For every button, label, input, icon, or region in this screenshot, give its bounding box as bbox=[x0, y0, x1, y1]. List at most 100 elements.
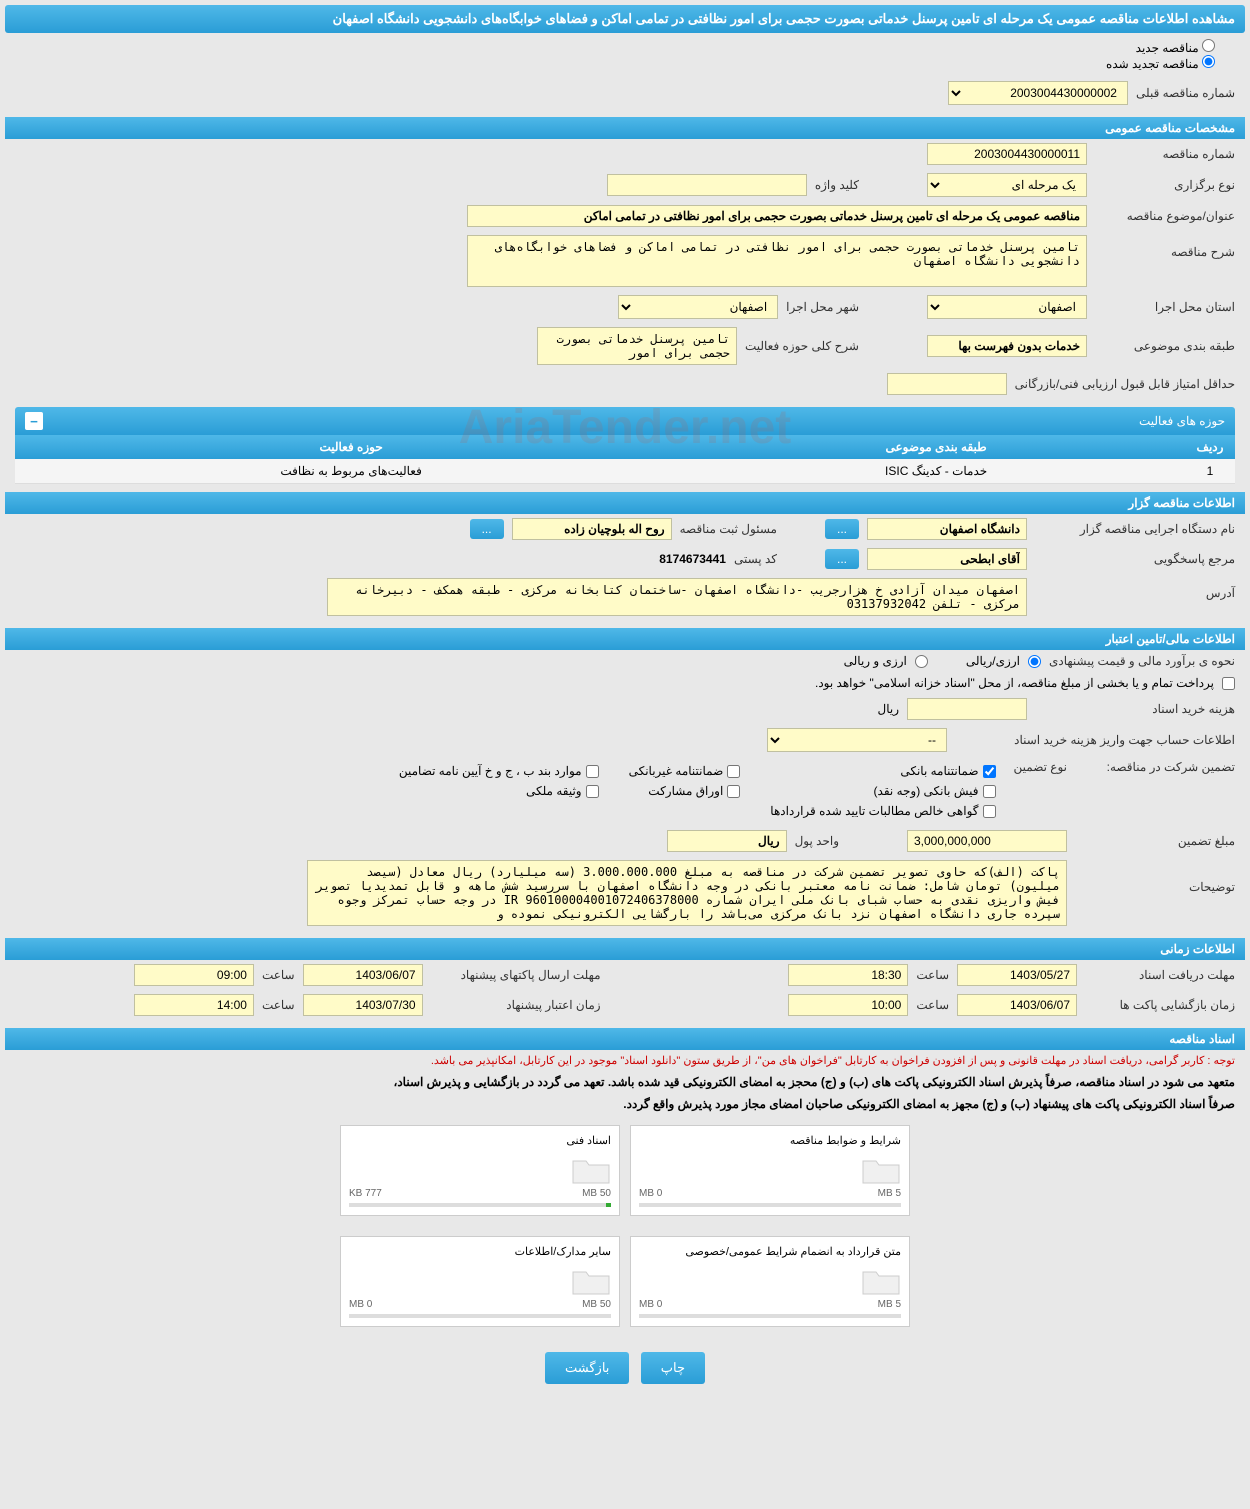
tender-no-input[interactable] bbox=[927, 143, 1087, 165]
section-financial: اطلاعات مالی/تامین اعتبار bbox=[5, 628, 1245, 650]
receipt-label: مهلت دریافت اسناد bbox=[1085, 968, 1235, 982]
responder-more-button[interactable]: ... bbox=[825, 549, 859, 569]
chk-property[interactable] bbox=[586, 785, 599, 798]
chk-cash[interactable] bbox=[983, 785, 996, 798]
folder-icon bbox=[861, 1264, 901, 1299]
open-date-input[interactable] bbox=[957, 994, 1077, 1016]
credit-time-label: ساعت bbox=[262, 998, 295, 1012]
chk-bylaw[interactable] bbox=[586, 765, 599, 778]
bold-notice-2: صرفاً اسناد الکترونیکی پاکت های پیشنهاد … bbox=[5, 1093, 1245, 1115]
org-input[interactable] bbox=[867, 518, 1027, 540]
doc-card-contract[interactable]: متن قرارداد به انضمام شرایط عمومی/خصوصی … bbox=[630, 1236, 910, 1327]
radio-rial[interactable] bbox=[1028, 655, 1041, 668]
responder-input[interactable] bbox=[867, 548, 1027, 570]
prev-tender-label: شماره مناقصه قبلی bbox=[1136, 86, 1235, 100]
doc-card-conditions[interactable]: شرایط و ضوابط مناقصه 5 MB0 MB bbox=[630, 1125, 910, 1216]
open-label: زمان بازگشایی پاکت ها bbox=[1085, 998, 1235, 1012]
amount-label: مبلغ تضمین bbox=[1075, 834, 1235, 848]
doc-cap: 50 MB bbox=[582, 1299, 611, 1310]
address-textarea[interactable]: اصفهان میدان آزادی خ هزارجریب -دانشگاه ا… bbox=[327, 578, 1027, 616]
account-select[interactable]: -- bbox=[767, 728, 947, 752]
radio-currency[interactable] bbox=[915, 655, 928, 668]
doc-size: 0 MB bbox=[639, 1299, 662, 1310]
offer-time-input[interactable] bbox=[134, 964, 254, 986]
open-time-label: ساعت bbox=[916, 998, 949, 1012]
org-more-button[interactable]: ... bbox=[825, 519, 859, 539]
radio-new-label: مناقصه جدید bbox=[1136, 41, 1199, 55]
estimate-label: نحوه ی برآورد مالی و قیمت پیشنهادی bbox=[1049, 654, 1235, 668]
reg-officer-input[interactable] bbox=[512, 518, 672, 540]
min-score-label: حداقل امتیاز قابل قبول ارزیابی فنی/بازرگ… bbox=[1015, 377, 1235, 391]
cost-input[interactable] bbox=[907, 698, 1027, 720]
cost-label: هزینه خرید اسناد bbox=[1035, 702, 1235, 716]
city-label: شهر محل اجرا bbox=[786, 300, 859, 314]
print-button[interactable]: چاپ bbox=[641, 1352, 705, 1384]
doc-cap: 5 MB bbox=[878, 1188, 901, 1199]
back-button[interactable]: بازگشت bbox=[545, 1352, 629, 1384]
prev-tender-select[interactable]: 2003004430000002 bbox=[948, 81, 1128, 105]
chk-cash-label: فیش بانکی (وجه نقد) bbox=[874, 784, 979, 798]
doc-title: سایر مدارک/اطلاعات bbox=[349, 1245, 611, 1258]
province-select[interactable]: اصفهان bbox=[927, 295, 1087, 319]
activity-desc-textarea[interactable]: تامین پرسنل خدماتی بصورت حجمی برای امور bbox=[537, 327, 737, 365]
guarantee-kind-label: نوع تضمین bbox=[1014, 760, 1067, 774]
section-documents: اسناد مناقصه bbox=[5, 1028, 1245, 1050]
type-label: نوع برگزاری bbox=[1095, 178, 1235, 192]
folder-icon bbox=[571, 1264, 611, 1299]
type-select[interactable]: یک مرحله ای bbox=[927, 173, 1087, 197]
section-organizer: اطلاعات مناقصه گزار bbox=[5, 492, 1245, 514]
city-select[interactable]: اصفهان bbox=[618, 295, 778, 319]
credit-date-input[interactable] bbox=[303, 994, 423, 1016]
chk-nonbank[interactable] bbox=[727, 765, 740, 778]
chk-property-label: وثیقه ملکی bbox=[526, 784, 582, 798]
chk-bank-label: ضمانتنامه بانکی bbox=[900, 764, 978, 778]
unit-label: واحد پول bbox=[795, 834, 839, 848]
category-input[interactable] bbox=[927, 335, 1087, 357]
chk-treasury[interactable] bbox=[1222, 677, 1235, 690]
doc-size: 777 KB bbox=[349, 1188, 382, 1199]
amount-input[interactable] bbox=[907, 830, 1067, 852]
doc-card-technical[interactable]: اسناد فنی 50 MB777 KB bbox=[340, 1125, 620, 1216]
cost-unit: ریال bbox=[877, 702, 899, 716]
chk-bank[interactable] bbox=[983, 765, 996, 778]
activity-desc-label: شرح کلی حوزه فعالیت bbox=[745, 339, 859, 353]
subject-input[interactable] bbox=[467, 205, 1087, 227]
offer-date-input[interactable] bbox=[303, 964, 423, 986]
open-time-input[interactable] bbox=[788, 994, 908, 1016]
collapse-button[interactable]: − bbox=[25, 412, 43, 430]
guarantee-type-label: تضمین شرکت در مناقصه: bbox=[1075, 760, 1235, 774]
radio-renewed-label: مناقصه تجدید شده bbox=[1106, 57, 1199, 71]
receipt-date-input[interactable] bbox=[957, 964, 1077, 986]
doc-title: اسناد فنی bbox=[349, 1134, 611, 1147]
chk-bonds[interactable] bbox=[727, 785, 740, 798]
reg-more-button[interactable]: ... bbox=[470, 519, 504, 539]
red-notice: توجه : کاربر گرامی، دریافت اسناد در مهلت… bbox=[5, 1050, 1245, 1071]
cell-field: فعالیت‌های مربوط به نظافت bbox=[15, 459, 687, 484]
desc-textarea[interactable]: تامین پرسنل خدماتی بصورت حجمی برای امور … bbox=[467, 235, 1087, 287]
cell-no: 1 bbox=[1185, 459, 1235, 484]
postal-label: کد پستی bbox=[734, 552, 777, 566]
chk-claims-label: گواهی خالص مطالبات تایید شده قراردادها bbox=[770, 804, 978, 818]
credit-time-input[interactable] bbox=[134, 994, 254, 1016]
section-general: مشخصات مناقصه عمومی bbox=[5, 117, 1245, 139]
activity-section-title: حوزه های فعالیت bbox=[1139, 414, 1225, 428]
min-score-input[interactable] bbox=[887, 373, 1007, 395]
doc-card-other[interactable]: سایر مدارک/اطلاعات 50 MB0 MB bbox=[340, 1236, 620, 1327]
chk-bonds-label: اوراق مشارکت bbox=[648, 784, 723, 798]
radio-new-tender[interactable] bbox=[1202, 39, 1215, 52]
tender-mode-radios: مناقصه جدید مناقصه تجدید شده bbox=[5, 33, 1245, 77]
chk-bylaw-label: موارد بند ب ، ج و خ آیین نامه تضامین bbox=[399, 764, 582, 778]
province-label: استان محل اجرا bbox=[1095, 300, 1235, 314]
bold-notice-1: متعهد می شود در اسناد مناقصه، صرفاً پذیر… bbox=[5, 1071, 1245, 1093]
receipt-time-label: ساعت bbox=[916, 968, 949, 982]
notes-label: توضیحات bbox=[1075, 860, 1235, 894]
unit-input[interactable] bbox=[667, 830, 787, 852]
category-label: طبقه بندی موضوعی bbox=[1095, 339, 1235, 353]
radio-renewed-tender[interactable] bbox=[1202, 55, 1215, 68]
th-row: ردیف bbox=[1185, 435, 1235, 459]
chk-claims[interactable] bbox=[983, 805, 996, 818]
receipt-time-input[interactable] bbox=[788, 964, 908, 986]
keyword-input[interactable] bbox=[607, 174, 807, 196]
notes-textarea[interactable]: پاکت (الف)که حاوی تصویر تضمین شرکت در من… bbox=[307, 860, 1067, 926]
th-field: حوزه فعالیت bbox=[15, 435, 687, 459]
